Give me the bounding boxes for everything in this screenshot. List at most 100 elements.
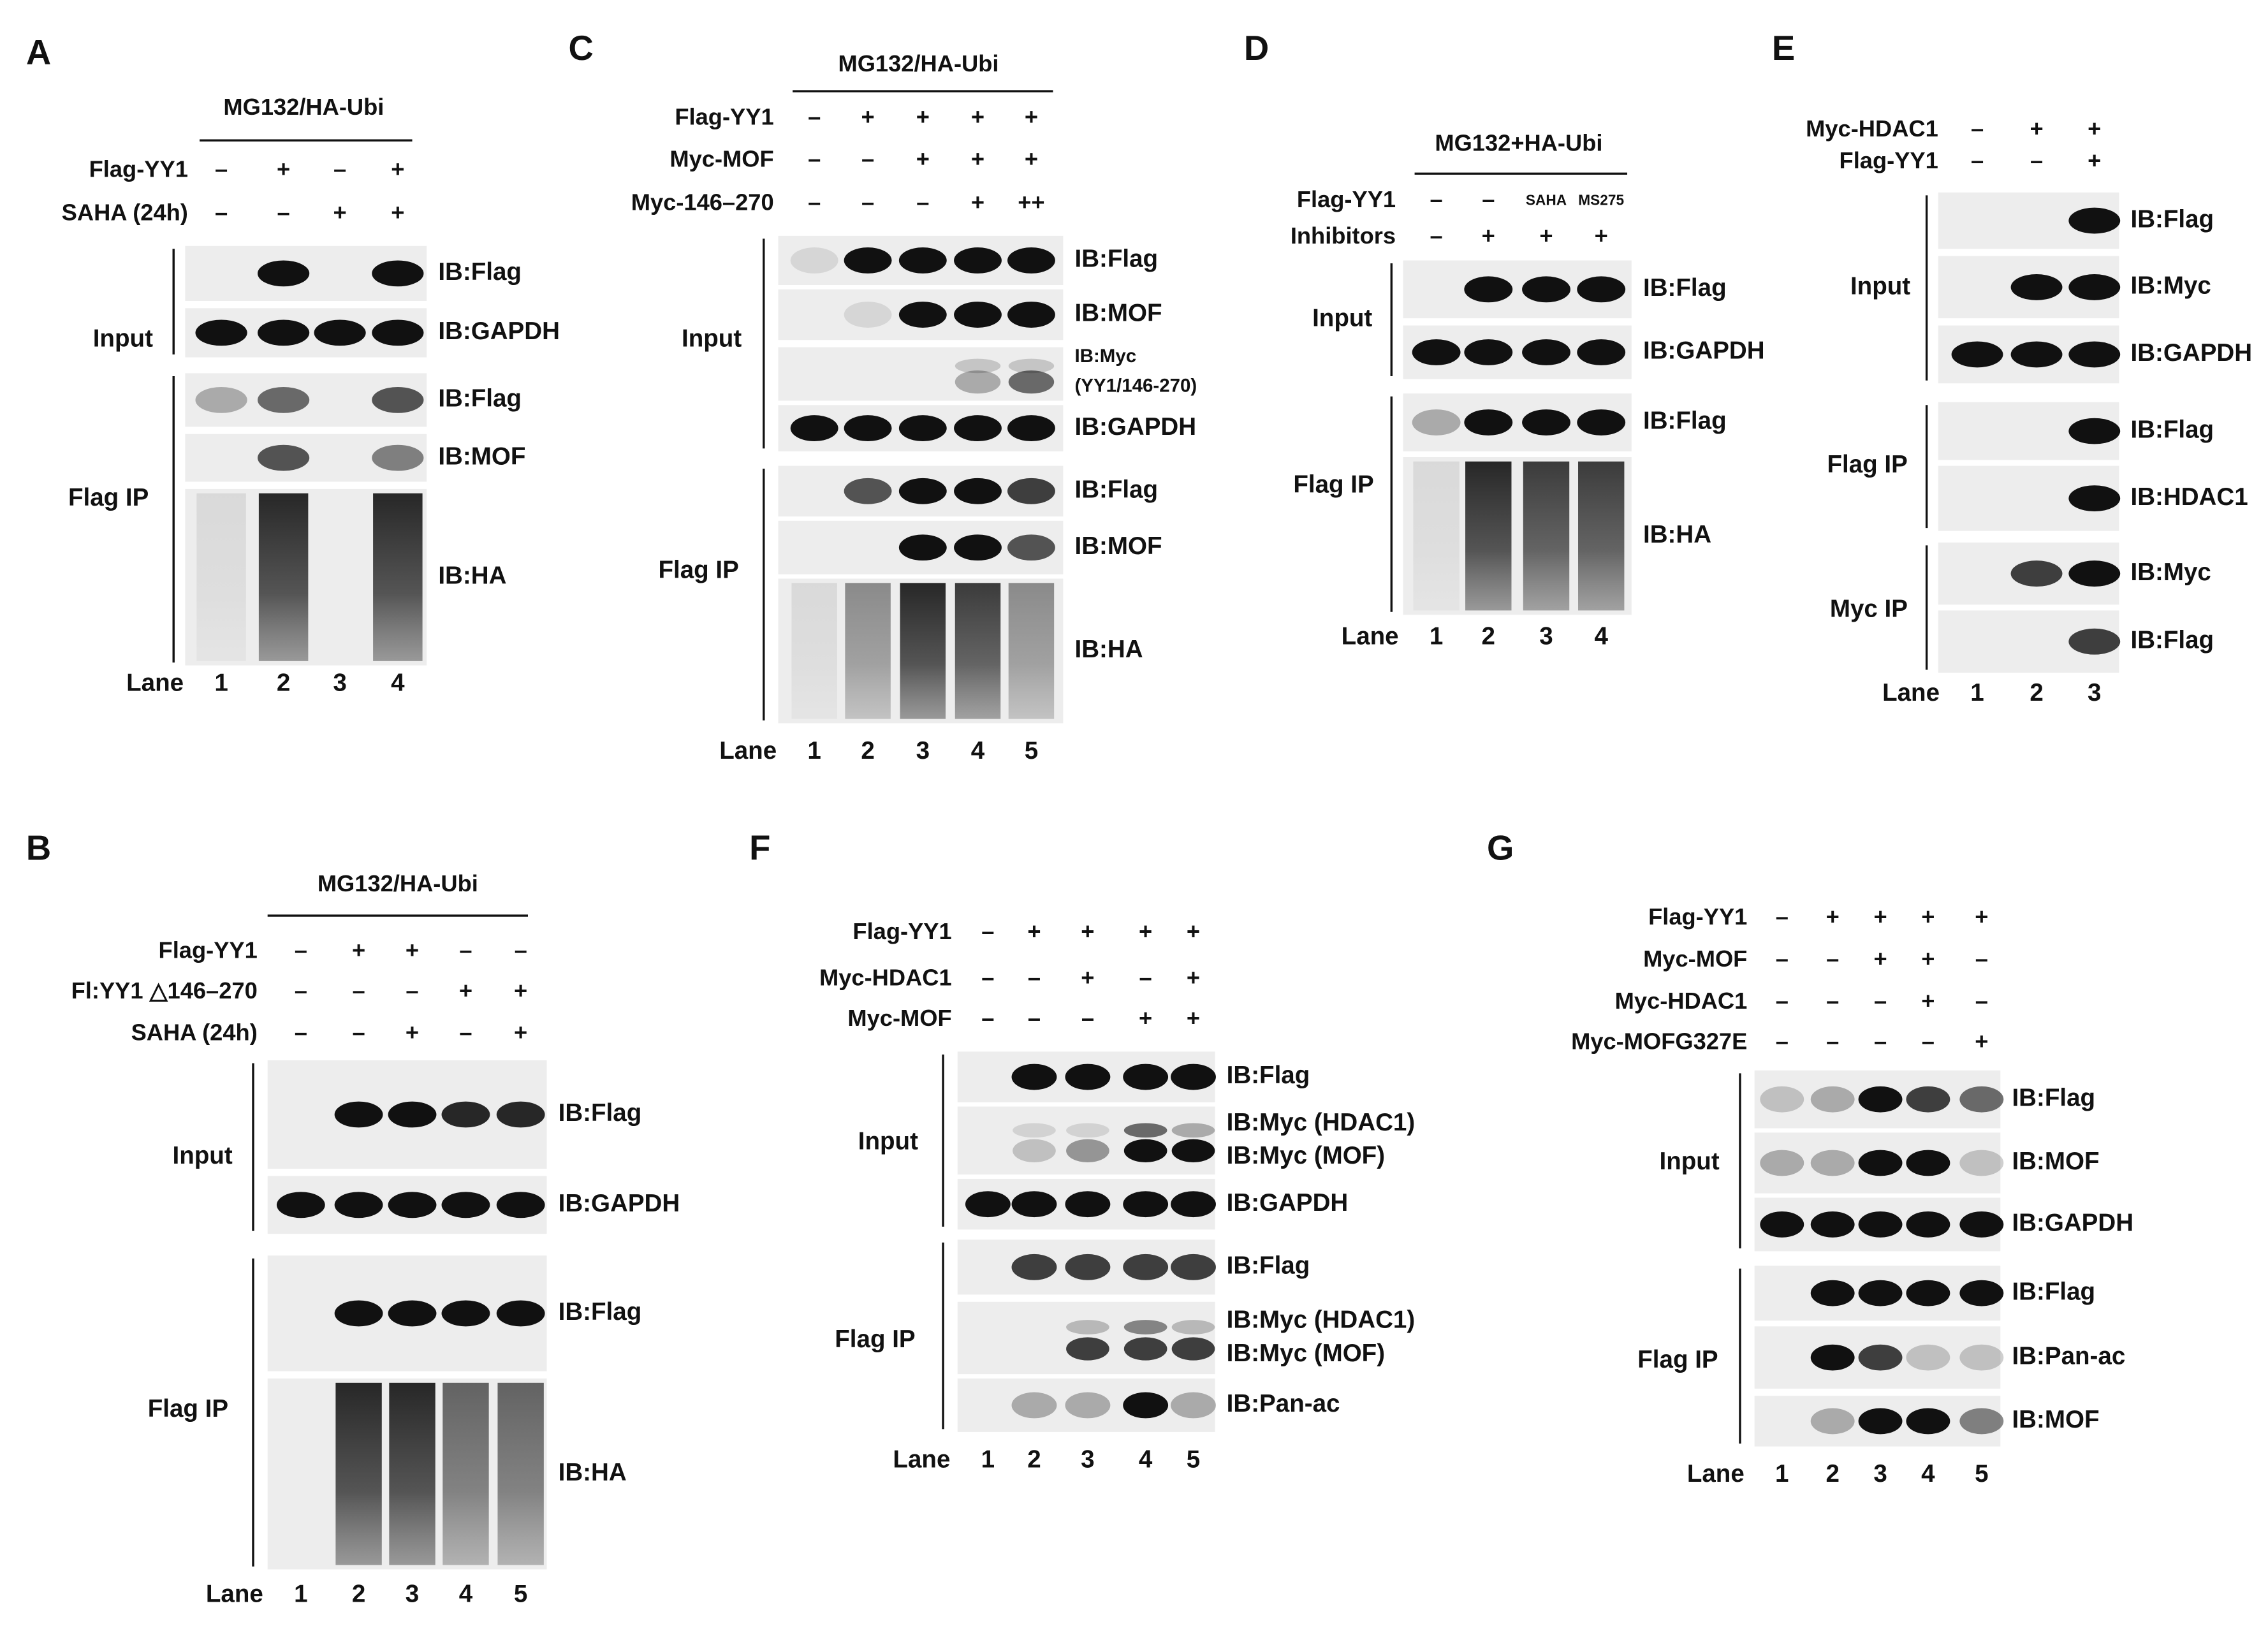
blot-label: IB:Flag xyxy=(2012,1084,2095,1111)
condition-label: Flag-YY1 xyxy=(1648,903,1747,930)
lane-number: 4 xyxy=(971,737,985,764)
band xyxy=(1959,1086,2004,1113)
condition-label: Myc-MOFG327E xyxy=(1571,1028,1747,1054)
condition-value: – xyxy=(333,156,346,182)
blot-label: IB:HDAC1 xyxy=(2130,483,2248,511)
band xyxy=(388,1300,437,1327)
smear xyxy=(443,1382,489,1565)
band xyxy=(844,247,892,274)
condition-value: – xyxy=(352,1020,365,1046)
band xyxy=(372,444,424,471)
band xyxy=(496,1192,545,1218)
smear xyxy=(258,493,309,661)
group-label: Flag IP xyxy=(148,1395,228,1422)
band xyxy=(1577,339,1626,365)
group-label: Flag IP xyxy=(658,556,738,583)
band xyxy=(1959,1280,2004,1306)
lane-number: 3 xyxy=(1873,1460,1887,1488)
blot-label: IB:HA xyxy=(1074,636,1143,663)
band xyxy=(1522,276,1570,303)
panel-header: MG132/HA-Ubi xyxy=(223,94,384,120)
condition-value: + xyxy=(1081,964,1094,990)
band xyxy=(314,319,366,346)
condition-value: + xyxy=(1139,918,1152,944)
band xyxy=(1577,276,1626,303)
condition-value: + xyxy=(459,977,472,1004)
smear xyxy=(955,583,1001,719)
condition-value: – xyxy=(1776,1028,1789,1054)
lane-number: 4 xyxy=(391,669,405,696)
panel-letter: G xyxy=(1487,828,1514,867)
condition-value: + xyxy=(1826,903,1840,930)
band xyxy=(1858,1344,1903,1371)
condition-value: – xyxy=(1028,964,1041,990)
smear xyxy=(900,583,946,719)
condition-value: – xyxy=(459,1020,472,1046)
panel-letter: B xyxy=(26,828,51,867)
band xyxy=(2068,341,2121,368)
band xyxy=(1171,1123,1215,1138)
condition-label: Flag-YY1 xyxy=(89,156,188,182)
lane-number: 1 xyxy=(1430,623,1443,650)
panel-letter: E xyxy=(1772,29,1795,68)
lane-number: 1 xyxy=(294,1580,307,1607)
band xyxy=(1123,1139,1167,1162)
band xyxy=(496,1101,545,1128)
lane-number: 2 xyxy=(1482,623,1495,650)
lane-number: 5 xyxy=(1025,737,1038,764)
blot-label: IB:Flag xyxy=(438,258,522,286)
panel-letter: C xyxy=(569,29,594,68)
band xyxy=(372,319,424,346)
band xyxy=(954,302,1002,328)
blot-label: IB:HA xyxy=(438,562,506,589)
band xyxy=(1007,415,1055,442)
band xyxy=(1171,1320,1215,1334)
lane-number: 1 xyxy=(1775,1460,1789,1488)
blot-label: IB:Flag xyxy=(2012,1278,2095,1305)
blot-label: IB:GAPDH xyxy=(438,318,560,345)
condition-value: + xyxy=(1873,946,1887,972)
condition-value: + xyxy=(1187,918,1200,944)
band xyxy=(1760,1150,1804,1176)
band xyxy=(1858,1408,1903,1435)
lane-label: Lane xyxy=(206,1580,263,1607)
band xyxy=(258,260,310,287)
condition-value: + xyxy=(1482,223,1495,249)
blot xyxy=(957,1378,1215,1432)
condition-value: – xyxy=(352,977,365,1004)
condition-value: – xyxy=(1482,186,1495,212)
band xyxy=(1760,1211,1804,1238)
band xyxy=(1951,341,2003,368)
lane-number: 5 xyxy=(1975,1460,1988,1488)
lane-number: 2 xyxy=(277,669,290,696)
blot-label: IB:Myc xyxy=(2130,272,2211,300)
band xyxy=(898,415,947,442)
panel-header: MG132/HA-Ubi xyxy=(318,870,478,896)
condition-value: – xyxy=(1776,903,1789,930)
band xyxy=(1906,1150,1950,1176)
condition-value: + xyxy=(1139,1005,1152,1031)
band xyxy=(334,1101,383,1128)
condition-label: Flag-YY1 xyxy=(675,104,773,130)
smear xyxy=(335,1382,382,1565)
condition-value: + xyxy=(1921,946,1935,972)
group-label: Flag IP xyxy=(68,484,149,511)
condition-label: Myc-146–270 xyxy=(631,189,774,216)
lane-number: 1 xyxy=(214,669,228,696)
lane-label: Lane xyxy=(1342,623,1399,650)
condition-value: + xyxy=(916,146,930,172)
band xyxy=(844,415,892,442)
blot-label: IB:Myc xyxy=(2130,559,2211,586)
band xyxy=(441,1192,490,1218)
condition-value: – xyxy=(515,937,527,963)
band xyxy=(1011,1064,1057,1090)
band xyxy=(898,478,947,504)
band xyxy=(2068,418,2121,444)
condition-value: + xyxy=(1025,104,1038,130)
band xyxy=(1858,1280,1903,1306)
smear xyxy=(389,1382,435,1565)
blot-label: IB:Myc (MOF) xyxy=(1227,1340,1385,1367)
condition-value: – xyxy=(1776,946,1789,972)
band xyxy=(1007,478,1055,504)
lane-number: 2 xyxy=(861,737,874,764)
